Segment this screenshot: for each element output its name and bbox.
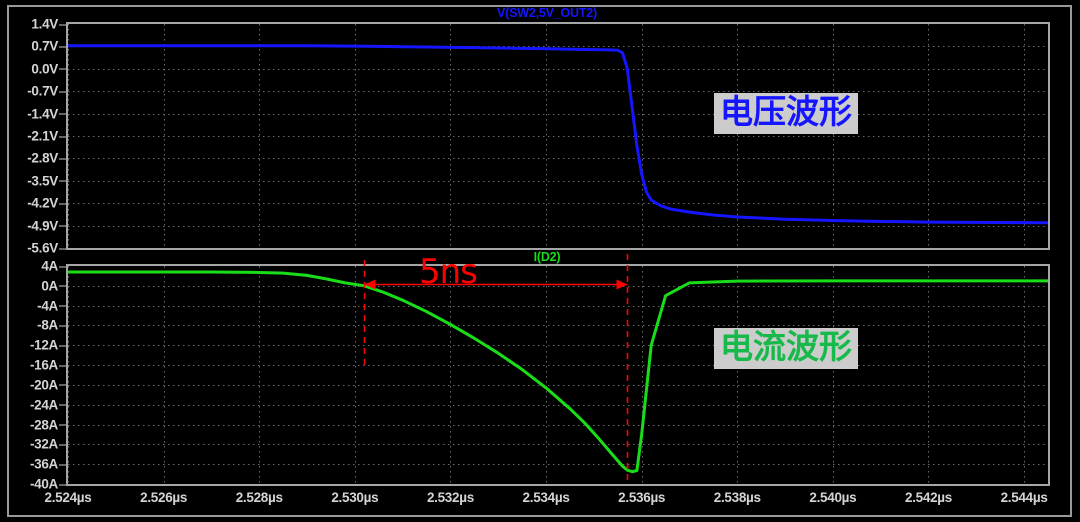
- measurement-label-5ns: 5ns: [419, 252, 478, 292]
- x-tick: 2.524µs: [44, 490, 92, 505]
- x-tick: 2.530µs: [331, 490, 379, 505]
- x-tick: 2.532µs: [426, 490, 474, 505]
- y-tick-current-tick: -16A: [29, 357, 67, 373]
- y-tick-voltage-tick: -4.2V: [27, 195, 66, 211]
- y-tick-voltage-tick: -2.8V: [27, 150, 66, 166]
- annotation-voltage-waveform: 电压波形: [714, 93, 858, 134]
- waveform-svg-voltage: [68, 24, 1048, 248]
- y-tick-voltage-tick: -2.1V: [27, 128, 66, 144]
- y-axis-current: 4A 0A -4A -8A -12A -16A -20A -24A -28A -32A -36A -4…: [0, 259, 67, 492]
- y-tick-voltage-tick: -3.5V: [27, 173, 66, 189]
- y-tick-current-tick: -20A: [29, 377, 67, 393]
- y-tick-current-tick: -36A: [29, 456, 67, 472]
- x-tick: 2.544µs: [1000, 490, 1048, 505]
- y-tick-current-tick: -4A: [37, 298, 66, 314]
- x-tick: 2.538µs: [713, 490, 761, 505]
- annotation-current-waveform: 电流波形: [714, 328, 858, 369]
- y-tick-current-tick: 0A: [41, 278, 66, 294]
- y-tick-voltage-tick: 1.4V: [31, 16, 66, 32]
- y-tick-voltage-tick: -5.6V: [27, 240, 66, 256]
- y-tick-current-tick: -32A: [29, 436, 67, 452]
- plot-surface-voltage: [68, 24, 1048, 248]
- x-tick: 2.528µs: [235, 490, 283, 505]
- y-tick-current-tick: -40A: [29, 476, 67, 492]
- waveform-svg-current: [68, 266, 1048, 484]
- x-tick: 2.534µs: [522, 490, 570, 505]
- y-tick-voltage-tick: 0.7V: [31, 38, 66, 54]
- x-axis-labels: 2.524µs 2.526µs 2.528µs 2.530µs 2.532µs 2.534…: [45, 488, 1050, 514]
- y-tick-voltage-tick: -1.4V: [27, 106, 66, 122]
- plot-pane-voltage[interactable]: [66, 22, 1050, 250]
- trace-label-voltage[interactable]: V(SW2,5V_OUT2): [496, 6, 598, 20]
- y-tick-current-tick: -8A: [37, 317, 66, 333]
- y-tick-voltage-tick: -4.9V: [27, 218, 66, 234]
- y-tick-voltage-tick: 0.0V: [31, 61, 66, 77]
- x-tick: 2.542µs: [904, 490, 952, 505]
- x-tick: 2.526µs: [140, 490, 188, 505]
- x-tick: 2.540µs: [809, 490, 857, 505]
- y-tick-current-tick: -12A: [29, 337, 67, 353]
- y-tick-current-tick: 4A: [41, 258, 66, 274]
- y-tick-current-tick: -24A: [29, 397, 67, 413]
- y-axis-voltage: 1.4V 0.7V 0.0V -0.7V -1.4V -2.1V -2.8V -3.5V -4.…: [0, 17, 66, 256]
- plot-pane-current[interactable]: [66, 264, 1050, 486]
- y-tick-voltage-tick: -0.7V: [27, 83, 66, 99]
- trace-label-current[interactable]: I(D2): [533, 250, 561, 264]
- y-tick-current-tick: -28A: [29, 417, 67, 433]
- x-tick: 2.536µs: [618, 490, 666, 505]
- plot-surface-current: [68, 266, 1048, 484]
